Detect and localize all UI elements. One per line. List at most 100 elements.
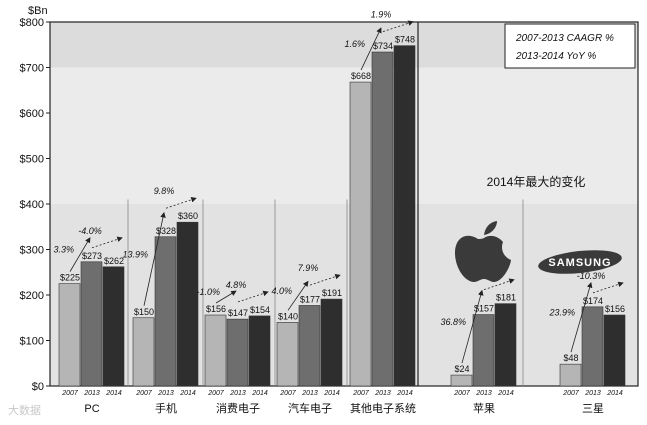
yoy-label: 7.9% [298, 263, 319, 273]
y-tick-label: $600 [20, 108, 44, 120]
cagr-arrow [143, 211, 166, 306]
y-tick-label: $500 [20, 154, 44, 166]
bar-value-label: $150 [134, 307, 154, 317]
watermark: 大数据 [8, 404, 41, 417]
samsung-logo-text: SAMSUNG [548, 257, 611, 269]
bar-value-label: $157 [474, 304, 494, 314]
yoy-arrow [309, 273, 341, 286]
yoy-label: -10.3% [577, 271, 606, 281]
year-tick-label: 2014 [179, 390, 196, 397]
category-label: 苹果 [473, 401, 495, 415]
bar-2013 [80, 261, 103, 387]
year-tick-label: 2013 [83, 390, 100, 397]
y-unit-label: $Bn [28, 5, 48, 17]
y-tick-label: $700 [20, 63, 44, 75]
bar-value-label: $181 [496, 293, 516, 303]
bar-2007 [349, 81, 372, 387]
yoy-label: 1.9% [371, 10, 392, 20]
cagr-label: 23.9% [548, 307, 575, 317]
year-tick-label: 2013 [301, 390, 318, 397]
yoy-arrow [483, 278, 515, 291]
year-tick-label: 2014 [323, 390, 340, 397]
cagr-label: 3.3% [53, 245, 74, 255]
category-label: 汽车电子 [288, 401, 332, 415]
category-label: 手机 [155, 401, 177, 415]
cagr-label: 13.9% [122, 249, 148, 259]
bar-2007 [450, 374, 473, 387]
bar-value-label: $273 [82, 251, 102, 261]
bar-value-label: $360 [178, 211, 198, 221]
bar-value-label: $156 [206, 304, 226, 314]
y-tick-label: $800 [20, 17, 44, 29]
bar-value-label: $147 [228, 308, 248, 318]
cagr-arrow [287, 280, 309, 311]
cagr-arrow [69, 237, 91, 272]
apple-leaf-icon [484, 221, 497, 235]
year-tick-label: 2007 [207, 390, 225, 397]
bar-2007 [276, 321, 299, 387]
year-tick-label: 2013 [374, 390, 391, 397]
category-label: 消费电子 [216, 401, 260, 415]
cagr-label: 4.0% [271, 286, 292, 296]
year-tick-label: 2013 [475, 390, 492, 397]
bar-2007 [204, 314, 227, 387]
y-tick-label: $0 [32, 381, 44, 393]
year-tick-label: 2007 [61, 390, 79, 397]
apple-logo-icon [455, 235, 511, 282]
bar-value-label: $225 [60, 273, 80, 283]
yoy-label: 4.8% [226, 280, 247, 290]
yoy-label: -4.0% [78, 226, 102, 236]
bar-2007 [559, 363, 582, 387]
bar-2007 [132, 317, 155, 387]
category-label: PC [84, 403, 99, 415]
bar-2014 [248, 315, 271, 387]
plot-band-mid [50, 67, 638, 204]
year-tick-label: 2014 [105, 390, 122, 397]
yoy-arrow [237, 290, 269, 303]
yoy-arrow [592, 281, 624, 294]
bar-2013 [154, 236, 177, 387]
cagr-label: -1.0% [196, 287, 220, 297]
bar-2014 [176, 221, 199, 387]
bar-value-label: $177 [300, 294, 320, 304]
category-label: 其他电子系统 [350, 402, 416, 415]
bar-value-label: $154 [250, 305, 270, 315]
bar-2014 [320, 298, 343, 387]
bar-2007 [58, 283, 81, 387]
bar-2014 [393, 45, 416, 387]
yoy-arrow [91, 236, 123, 249]
bar-value-label: $328 [156, 226, 176, 236]
bar-value-label: $174 [583, 296, 603, 306]
bar-value-label: $191 [322, 288, 342, 298]
bar-2013 [371, 51, 394, 387]
bar-2013 [581, 306, 604, 387]
bar-value-label: $734 [373, 41, 393, 51]
y-tick-label: $100 [20, 336, 44, 348]
bar-2013 [298, 305, 321, 387]
year-tick-label: 2007 [562, 390, 580, 397]
year-tick-label: 2014 [497, 390, 514, 397]
legend-entry-cagr: 2007-2013 CAAGR % [515, 33, 614, 44]
year-tick-label: 2013 [157, 390, 174, 397]
cagr-arrow [215, 290, 237, 304]
bar-value-label: $262 [104, 256, 124, 266]
yoy-arrow [165, 197, 197, 209]
year-tick-label: 2007 [135, 390, 153, 397]
bar-2014 [603, 314, 626, 387]
year-tick-label: 2013 [229, 390, 246, 397]
bar-value-label: $748 [395, 35, 415, 45]
year-tick-label: 2014 [396, 390, 413, 397]
cagr-arrow [570, 282, 593, 353]
bar-value-label: $156 [605, 304, 625, 314]
panel-title: 2014年最大的变化 [487, 174, 586, 189]
bar-value-label: $668 [351, 71, 371, 81]
cagr-label: 36.8% [440, 317, 466, 327]
cagr-arrow [461, 289, 484, 364]
year-tick-label: 2013 [584, 390, 601, 397]
year-tick-label: 2007 [352, 390, 370, 397]
bar-value-label: $140 [278, 311, 298, 321]
year-tick-label: 2014 [606, 390, 623, 397]
bar-value-label: $24 [454, 364, 469, 374]
y-tick-label: $200 [20, 290, 44, 302]
